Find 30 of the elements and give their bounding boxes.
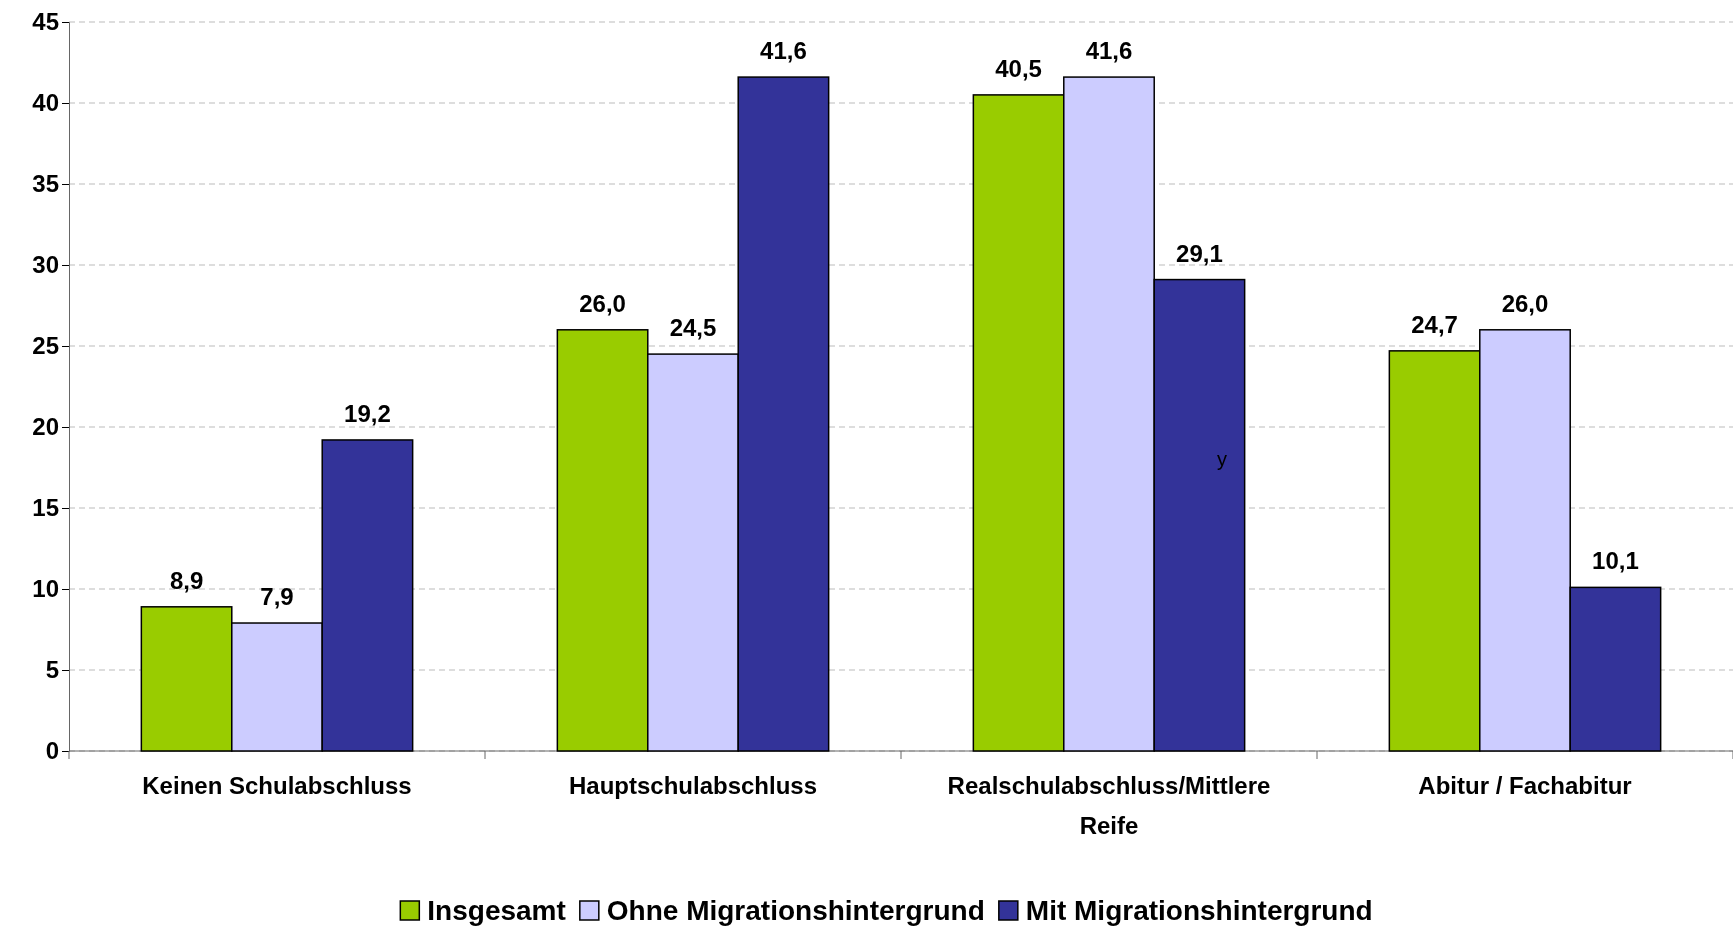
data-label: 29,1 bbox=[1176, 239, 1223, 267]
data-label: 26,0 bbox=[579, 289, 626, 317]
data-label: 24,7 bbox=[1411, 310, 1458, 338]
y-tick-label: 40 bbox=[32, 89, 59, 117]
x-tick-label: Hauptschulabschluss bbox=[568, 772, 818, 799]
legend-label: Ohne Migrationshintergrund bbox=[606, 895, 985, 926]
x-tick-label: Realschulabschluss/Mittlere Reife bbox=[947, 772, 1271, 839]
data-label: 8,9 bbox=[169, 566, 204, 594]
x-tick-label: Abitur / Fachabitur bbox=[1418, 772, 1632, 799]
data-label: 24,5 bbox=[669, 314, 717, 342]
data-label: 40,5 bbox=[995, 54, 1042, 82]
data-label: 19,2 bbox=[344, 399, 391, 427]
y-tick-label: 35 bbox=[32, 170, 59, 198]
y-tick-label: 5 bbox=[45, 656, 59, 684]
y-tick-label: 0 bbox=[45, 737, 59, 765]
y-tick-label: 45 bbox=[32, 8, 59, 36]
legend-label: Insgesamt bbox=[427, 895, 566, 926]
data-label: 41,6 bbox=[1085, 37, 1133, 65]
data-label: 7,9 bbox=[260, 583, 294, 611]
data-label: 41,6 bbox=[760, 37, 807, 65]
data-label: 10,1 bbox=[1592, 547, 1639, 575]
y-tick-label: 30 bbox=[32, 251, 59, 279]
y-tick-label: 15 bbox=[32, 494, 59, 522]
y-tick-label: 10 bbox=[32, 575, 59, 603]
x-tick-label: Keinen Schulabschluss bbox=[142, 772, 412, 799]
y-tick-label: 20 bbox=[32, 413, 59, 441]
data-label: 26,0 bbox=[1501, 289, 1549, 317]
annotation: y bbox=[1217, 448, 1228, 471]
legend-label: Mit Migrationshintergrund bbox=[1025, 895, 1373, 926]
y-tick-label: 25 bbox=[32, 332, 59, 360]
